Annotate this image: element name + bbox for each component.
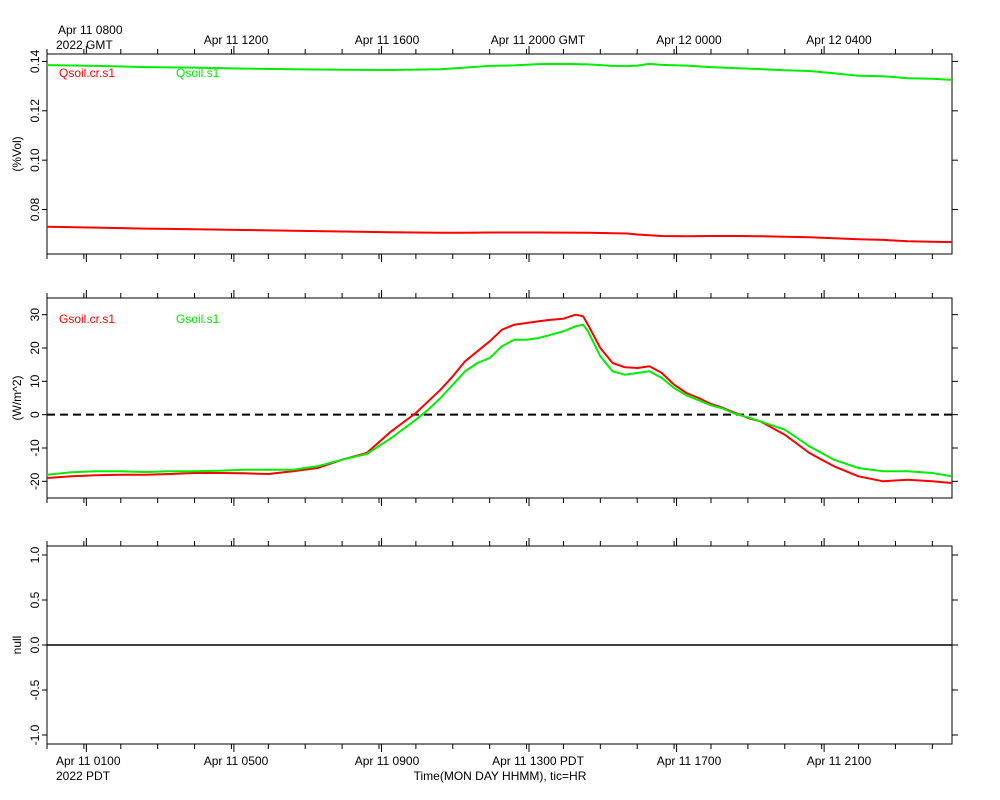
y-tick-label: -0.5 [28,679,42,700]
panel-ticks [42,46,958,262]
panel-null: -1.0 -0.5 0.0 0.5 1.0 null [10,538,958,752]
top-tick-label: Apr 11 1200 [204,33,269,47]
y-tick-label: 0.0 [28,636,42,653]
y-tick-labels: -1.0 -0.5 0.0 0.5 1.0 [28,546,42,745]
series-line-gsoil-cr-s1 [46,313,953,484]
y-tick-labels: -20 -10 0 10 20 30 [28,308,42,490]
legend-qsoil-s1: Qsoil.s1 [176,66,220,80]
series-line-gsoil-s1 [46,323,953,478]
top-tick-label: Apr 11 1600 [355,33,420,47]
x-axis-title: Time(MON DAY HHMM), tic=HR [414,769,587,783]
y-tick-label: 20 [28,341,42,355]
bottom-tick-label: Apr 11 0500 [204,754,269,768]
panel-frame [46,297,953,499]
y-tick-label: -1.0 [28,724,42,745]
top-tick-label: Apr 12 0000 [656,33,722,47]
bottom-time-axis: Apr 11 0100 2022 PDT Apr 11 0500 Apr 11 … [56,754,872,783]
panel-soil-moisture: 0.08 0.10 0.12 0.14 (%Vol) Qsoil.cr.s1 Qsoi… [10,46,958,262]
y-axis-label: (W/m^2) [10,376,24,421]
series-group [46,313,953,484]
bottom-tick-label: Apr 11 0100 [56,754,121,768]
top-time-axis: Apr 11 0800 2022 GMT Apr 11 1200 Apr 11 … [56,23,872,52]
bottom-tick-label: Apr 11 2100 [807,754,872,768]
bottom-tick-label: Apr 11 1700 [657,754,722,768]
panel-ticks [42,290,958,506]
y-tick-label: -10 [28,439,42,457]
y-tick-label: 0.08 [28,198,42,222]
legend-gsoil-cr-s1: Gsoil.cr.s1 [59,312,115,326]
top-tick-label: Apr 12 0400 [806,33,872,47]
y-axis-label: null [10,636,24,655]
bottom-tick-label: Apr 11 0900 [355,754,420,768]
legend-gsoil-s1: Gsoil.s1 [176,312,220,326]
y-tick-label: 0.5 [28,591,42,608]
top-tick-label: Apr 11 2000 GMT [491,33,586,47]
panel-ticks [42,538,958,752]
y-tick-label: 0.14 [28,49,42,73]
top-tick-label: Apr 11 0800 [58,23,123,37]
y-tick-label: 30 [28,308,42,322]
y-tick-label: 0.12 [28,99,42,123]
legend-qsoil-cr-s1: Qsoil.cr.s1 [59,66,115,80]
y-tick-label: 1.0 [28,546,42,563]
y-tick-label: 0 [28,411,42,418]
y-axis-label: (%Vol) [10,136,24,171]
panel-soil-heat-flux: -20 -10 0 10 20 30 (W/m^2) Gsoil.cr.s1 Gsoil.… [10,290,958,506]
y-tick-labels: 0.08 0.10 0.12 0.14 [28,49,42,221]
series-line-qsoil-cr-s1 [46,225,953,244]
bottom-tick-label: Apr 11 1300 PDT [492,754,584,768]
series-group [46,62,953,244]
y-tick-label: -20 [28,472,42,490]
bottom-year-label: 2022 PDT [56,769,111,783]
top-year-label: 2022 GMT [56,38,113,52]
series-line-qsoil-s1 [46,62,953,81]
y-tick-label: 0.10 [28,148,42,172]
y-tick-label: 10 [28,374,42,388]
panel-frame [46,53,953,255]
